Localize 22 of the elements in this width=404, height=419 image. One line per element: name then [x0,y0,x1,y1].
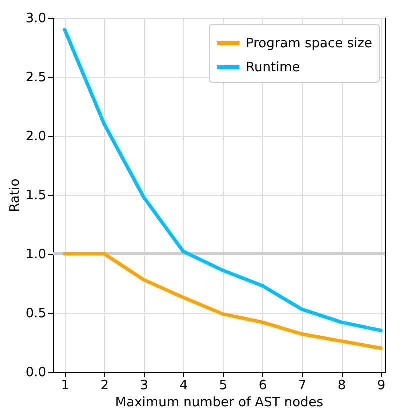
x-tick-label: 1 [61,378,70,394]
x-tick-label: 9 [377,378,386,394]
y-tick-label: 2.5 [26,70,46,86]
line-series [63,28,383,332]
y-tick-label: 2.0 [26,130,46,144]
x-tick-label: 8 [338,378,346,394]
y-tick-label: 0.5 [26,306,46,322]
legend-label: Program space size [246,36,372,52]
y-tick-label: 3.0 [26,12,46,26]
x-tick-label: 5 [219,378,228,394]
y-tick-label: 1.0 [26,248,46,262]
x-tick-label: 7 [298,378,307,394]
legend-label: Runtime [246,60,300,76]
x-axis-title: Maximum number of AST nodes [115,396,324,410]
line-series [63,252,383,350]
x-tick-label: 4 [180,378,188,394]
y-tick-label: 0.0 [26,366,46,380]
x-tick-label: 3 [140,378,149,394]
y-axis-title: Ratio [8,178,23,212]
y-tick-label: 1.5 [26,188,46,204]
x-tick-label: 6 [258,378,268,394]
x-tick-label: 2 [100,378,110,394]
